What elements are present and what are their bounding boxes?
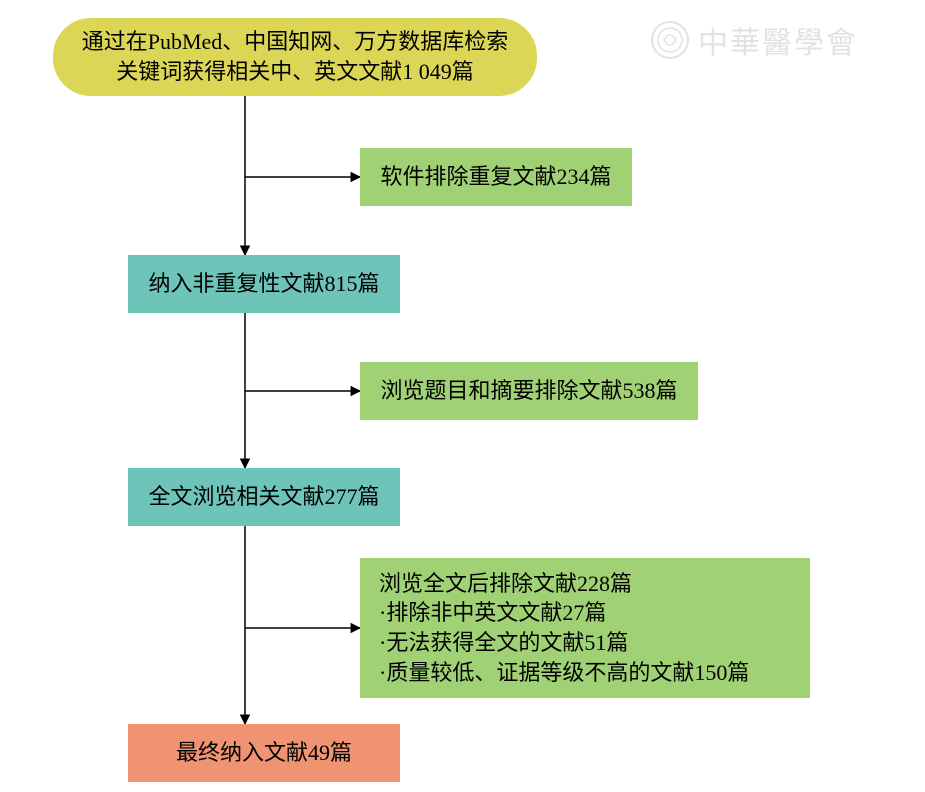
node-text-line: ·无法获得全文的文献51篇 — [379, 628, 749, 658]
node-text-line: 浏览全文后排除文献228篇 — [379, 569, 749, 599]
node-text: 浏览题目和摘要排除文献538篇 — [380, 376, 677, 406]
node-text-line: ·质量较低、证据等级不高的文献150篇 — [379, 658, 749, 688]
node-text-line: 最终纳入文献49篇 — [176, 738, 352, 768]
node-exclude-fulltext: 浏览全文后排除文献228篇·排除非中英文文献27篇·无法获得全文的文献51篇·质… — [360, 558, 810, 698]
node-text-line: 全文浏览相关文献277篇 — [148, 482, 379, 512]
node-text: 最终纳入文献49篇 — [176, 738, 352, 768]
node-text-line: 纳入非重复性文献815篇 — [148, 269, 379, 299]
node-final-included: 最终纳入文献49篇 — [128, 724, 400, 782]
watermark-seal-icon — [650, 20, 690, 60]
node-text: 软件排除重复文献234篇 — [380, 162, 611, 192]
watermark: 中華醫學會 — [650, 18, 858, 62]
node-search-sources: 通过在PubMed、中国知网、万方数据库检索关键词获得相关中、英文文献1 049… — [53, 18, 537, 96]
node-text: 全文浏览相关文献277篇 — [148, 482, 379, 512]
node-exclude-title-abstract: 浏览题目和摘要排除文献538篇 — [360, 362, 698, 420]
node-text: 通过在PubMed、中国知网、万方数据库检索关键词获得相关中、英文文献1 049… — [82, 27, 509, 86]
node-text: 纳入非重复性文献815篇 — [148, 269, 379, 299]
node-text-line: 软件排除重复文献234篇 — [380, 162, 611, 192]
node-nonduplicate-included: 纳入非重复性文献815篇 — [128, 255, 400, 313]
node-text-line: 通过在PubMed、中国知网、万方数据库检索 — [82, 27, 509, 57]
flowchart-canvas: 中華醫學會 通过在PubMed、中国知网、万方数据库检索关键词获得相关中、英文文… — [0, 0, 925, 792]
node-fulltext-review: 全文浏览相关文献277篇 — [128, 468, 400, 526]
node-text-line: ·排除非中英文文献27篇 — [379, 598, 749, 628]
node-text-line: 关键词获得相关中、英文文献1 049篇 — [82, 57, 509, 87]
watermark-text: 中華醫學會 — [698, 18, 858, 62]
node-exclude-duplicates: 软件排除重复文献234篇 — [360, 148, 632, 206]
node-text-line: 浏览题目和摘要排除文献538篇 — [380, 376, 677, 406]
node-text: 浏览全文后排除文献228篇·排除非中英文文献27篇·无法获得全文的文献51篇·质… — [379, 569, 749, 688]
